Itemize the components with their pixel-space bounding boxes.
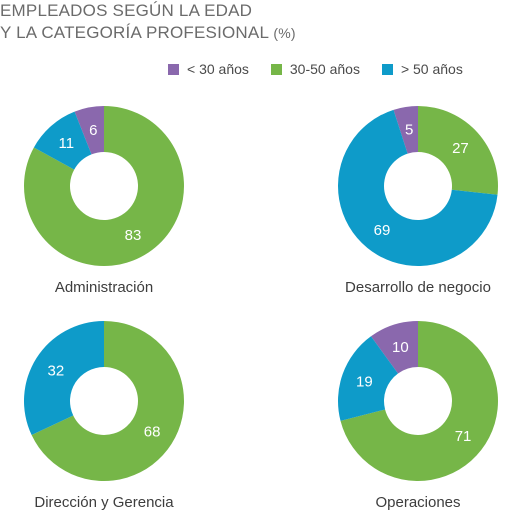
data-label-administracion-over-50: 11 bbox=[59, 135, 75, 152]
slice-administracion-over-50 bbox=[33, 111, 92, 170]
data-label-direccion-y-gerencia-over-50: 32 bbox=[48, 362, 65, 379]
slice-desarrollo-de-negocio-over-50 bbox=[338, 109, 498, 266]
chart-title: EMPLEADOS SEGÚN LA EDAD Y LA CATEGORÍA P… bbox=[0, 0, 296, 44]
data-label-desarrollo-de-negocio-over-50: 69 bbox=[374, 222, 391, 239]
data-label-operaciones-over-50: 19 bbox=[356, 374, 373, 391]
data-label-operaciones-under-30: 10 bbox=[392, 339, 409, 356]
slice-direccion-y-gerencia-30-50 bbox=[31, 321, 185, 482]
slice-administracion-30-50 bbox=[23, 106, 184, 266]
donut-desarrollo-de-negocio: 5 27 69 Desarrollo de negocio bbox=[338, 106, 498, 296]
chart-title-unit: (%) bbox=[273, 25, 296, 41]
slice-desarrollo-de-negocio-under-30 bbox=[393, 106, 418, 154]
chart-caption-desarrollo-de-negocio: Desarrollo de negocio bbox=[345, 279, 491, 296]
donut-operaciones: 10 71 19 Operaciones bbox=[337, 321, 498, 511]
chart-title-line-2-text: Y LA CATEGORÍA PROFESIONAL bbox=[0, 23, 269, 42]
slice-operaciones-30-50 bbox=[340, 321, 498, 482]
data-label-direccion-y-gerencia-30-50: 68 bbox=[144, 424, 161, 441]
legend: < 30 años 30-50 años > 50 años bbox=[168, 61, 463, 77]
chart-caption-direccion-y-gerencia: Dirección y Gerencia bbox=[34, 494, 174, 511]
slice-desarrollo-de-negocio-30-50 bbox=[418, 106, 498, 195]
data-label-administracion-under-30: 6 bbox=[89, 122, 97, 139]
slice-operaciones-under-30 bbox=[370, 321, 418, 374]
legend-item-over-50: > 50 años bbox=[381, 61, 463, 77]
legend-item-under-30: < 30 años bbox=[168, 61, 249, 77]
legend-label-30-50: 30-50 años bbox=[289, 61, 360, 77]
legend-swatch-30-50 bbox=[270, 63, 282, 75]
legend-label-under-30: < 30 años bbox=[187, 61, 249, 77]
chart-caption-administracion: Administración bbox=[55, 279, 153, 296]
slice-operaciones-over-50 bbox=[337, 336, 399, 421]
chart-title-line-2: Y LA CATEGORÍA PROFESIONAL (%) bbox=[0, 22, 296, 44]
slice-administracion-under-30 bbox=[74, 106, 104, 155]
legend-label-over-50: > 50 años bbox=[400, 61, 463, 77]
chart-caption-operaciones: Operaciones bbox=[375, 494, 460, 511]
legend-item-30-50: 30-50 años bbox=[270, 61, 360, 77]
data-label-desarrollo-de-negocio-under-30: 5 bbox=[405, 122, 413, 139]
slice-direccion-y-gerencia-over-50 bbox=[23, 321, 104, 436]
donut-administracion: 6 83 11 Administración bbox=[23, 106, 184, 296]
donut-direccion-y-gerencia: 68 32 Dirección y Gerencia bbox=[23, 321, 185, 511]
legend-swatch-over-50 bbox=[381, 63, 393, 75]
chart-title-line-1: EMPLEADOS SEGÚN LA EDAD bbox=[0, 1, 253, 20]
legend-swatch-under-30 bbox=[168, 63, 179, 75]
data-label-administracion-30-50: 83 bbox=[125, 227, 142, 244]
data-label-desarrollo-de-negocio-30-50: 27 bbox=[452, 140, 469, 157]
data-label-operaciones-30-50: 71 bbox=[455, 428, 472, 445]
